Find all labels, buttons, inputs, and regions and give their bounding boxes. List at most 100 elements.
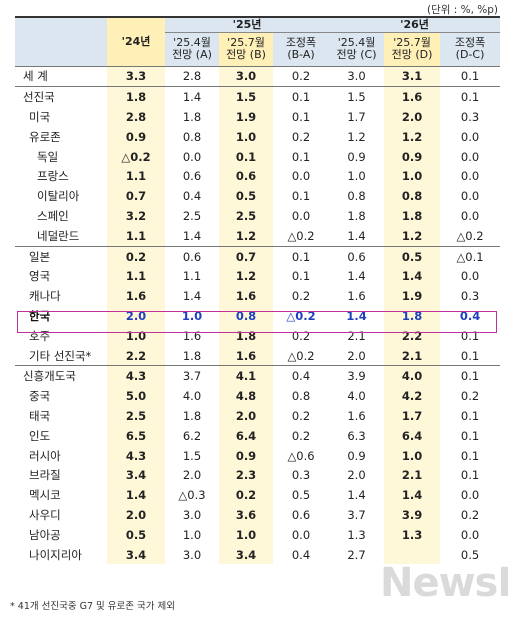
value-cell: 1.4 bbox=[165, 86, 219, 108]
value-cell: △0.1 bbox=[440, 245, 501, 267]
value-cell bbox=[384, 544, 441, 565]
country-name: 유로존 bbox=[29, 129, 61, 144]
table-row: 캐나다 1.6 1.4 1.6 0.2 1.6 1.9 0.3 bbox=[15, 286, 500, 307]
country-name: 러시아 bbox=[29, 448, 61, 463]
value-cell: 0.0 bbox=[460, 208, 480, 223]
value-cell: 2.3 bbox=[219, 465, 273, 486]
value-cell: 2.5 bbox=[107, 406, 165, 426]
value-cell: 3.9 bbox=[329, 365, 385, 387]
value-cell: 0.8 bbox=[384, 186, 441, 207]
table-row: 프랑스 1.1 0.6 0.6 0.0 1.0 1.0 0.0 bbox=[15, 166, 500, 187]
value-cell: 0.1 bbox=[460, 468, 480, 483]
value-cell: 3.3 bbox=[107, 65, 165, 87]
country-name: 인도 bbox=[29, 428, 51, 443]
value-cell: 0.1 bbox=[440, 365, 501, 387]
country-name: 나이지리아 bbox=[29, 547, 82, 562]
value-cell: 3.7 bbox=[347, 507, 366, 522]
value-cell: △0.2 bbox=[287, 228, 315, 243]
value-cell: △0.3 bbox=[178, 488, 206, 503]
value-cell: 1.1 bbox=[107, 266, 165, 287]
value-cell: 1.4 bbox=[347, 228, 366, 243]
value-cell: 0.9 bbox=[347, 448, 366, 463]
value-cell: 0.7 bbox=[219, 245, 273, 267]
country-name: 영국 bbox=[29, 269, 51, 284]
value-cell: 1.2 bbox=[347, 129, 366, 144]
value-cell: 1.9 bbox=[219, 107, 273, 127]
country-name: 선진국 bbox=[15, 86, 107, 108]
table-row: 멕시코 1.4 △0.3 0.2 0.5 1.4 1.4 0.0 bbox=[15, 485, 500, 506]
value-cell: 1.3 bbox=[384, 524, 441, 545]
value-cell: 2.0 bbox=[384, 107, 441, 127]
value-cell: 3.0 bbox=[182, 507, 202, 522]
country-name: 멕시코 bbox=[29, 488, 61, 503]
value-cell: 1.2 bbox=[219, 266, 273, 287]
value-cell: 1.6 bbox=[182, 328, 202, 343]
value-cell: 0.3 bbox=[291, 468, 311, 483]
value-cell: 0.6 bbox=[182, 169, 202, 184]
value-cell: 0.3 bbox=[460, 289, 480, 304]
value-cell: 0.9 bbox=[219, 445, 273, 466]
value-cell: 0.1 bbox=[291, 269, 311, 284]
value-cell: 1.4 bbox=[384, 485, 441, 506]
value-cell: 0.2 bbox=[460, 507, 480, 522]
footnote: * 41개 선진국중 G7 및 유로존 국가 제외 bbox=[10, 601, 176, 612]
value-cell: 0.8 bbox=[182, 129, 202, 144]
country-name: 네덜란드 bbox=[37, 228, 80, 243]
value-cell: △0.6 bbox=[287, 448, 315, 463]
value-cell: 2.5 bbox=[219, 206, 273, 226]
value-cell: 1.4 bbox=[347, 488, 366, 503]
value-cell: 3.0 bbox=[329, 65, 385, 87]
country-name: 캐나다 bbox=[29, 289, 61, 304]
country-name: 세 계 bbox=[15, 65, 107, 87]
value-cell: 2.0 bbox=[107, 306, 165, 326]
country-name: 프랑스 bbox=[37, 169, 69, 184]
value-cell: 0.2 bbox=[291, 428, 311, 443]
value-cell: 0.2 bbox=[219, 485, 273, 506]
value-cell: 2.1 bbox=[384, 465, 441, 486]
value-cell: 4.2 bbox=[384, 386, 441, 407]
value-cell: 1.4 bbox=[182, 228, 202, 243]
value-cell: 0.1 bbox=[291, 149, 311, 164]
value-cell: 1.1 bbox=[107, 225, 165, 247]
header-c1: '25.4월 전망 (A) bbox=[165, 32, 219, 66]
value-cell: 0.1 bbox=[273, 245, 330, 267]
value-cell: 1.8 bbox=[384, 306, 441, 326]
value-cell: 0.1 bbox=[291, 109, 311, 124]
value-cell: 1.8 bbox=[182, 109, 202, 124]
value-cell: 1.2 bbox=[384, 126, 441, 147]
watermark-logo: NewsDa bbox=[380, 560, 508, 606]
table-row: 한국 2.0 1.0 0.8 △0.2 1.4 1.8 0.4 bbox=[15, 306, 500, 326]
value-cell: 1.8 bbox=[384, 206, 441, 226]
value-cell: 1.6 bbox=[219, 345, 273, 366]
table-row: 일본 0.2 0.6 0.7 0.1 0.6 0.5 △0.1 bbox=[15, 245, 501, 267]
value-cell: 1.8 bbox=[219, 325, 273, 346]
value-cell: 0.0 bbox=[460, 169, 480, 184]
table-row: 나이지리아 3.4 3.0 3.4 0.4 2.7 0.5 bbox=[15, 544, 500, 565]
value-cell: △0.2 bbox=[287, 348, 315, 363]
country-name: 남아공 bbox=[29, 527, 61, 542]
value-cell: 6.4 bbox=[219, 425, 273, 446]
value-cell: 5.0 bbox=[107, 386, 165, 407]
value-cell: 1.3 bbox=[347, 527, 366, 542]
table-row: 사우디 2.0 3.0 3.6 0.6 3.7 3.9 0.2 bbox=[15, 505, 500, 525]
country-name: 미국 bbox=[29, 109, 51, 124]
value-cell: 1.0 bbox=[384, 445, 441, 466]
value-cell: 0.0 bbox=[460, 129, 480, 144]
value-cell: 0.0 bbox=[291, 208, 311, 223]
value-cell: 1.6 bbox=[219, 286, 273, 307]
value-cell: 1.0 bbox=[384, 166, 441, 187]
country-name: 태국 bbox=[29, 408, 51, 423]
value-cell: 0.8 bbox=[347, 189, 366, 204]
value-cell: 0.0 bbox=[291, 527, 311, 542]
growth-forecast-table: '24년 '25년 '26년 '25.4월 전망 (A) '25.7월 전망 (B)… bbox=[15, 16, 501, 565]
value-cell: 0.4 bbox=[291, 547, 311, 562]
table-row: 독일 △0.2 0.0 0.1 0.1 0.9 0.9 0.0 bbox=[15, 146, 500, 167]
value-cell: 0.2 bbox=[460, 389, 480, 404]
value-cell: 0.0 bbox=[460, 488, 480, 503]
value-cell: 0.2 bbox=[291, 328, 311, 343]
table-row: 네덜란드 1.1 1.4 1.2 △0.2 1.4 1.2 △0.2 bbox=[15, 225, 500, 247]
value-cell: 6.2 bbox=[182, 428, 202, 443]
value-cell: 4.0 bbox=[347, 389, 366, 404]
value-cell: 1.0 bbox=[219, 126, 273, 147]
country-name: 사우디 bbox=[29, 507, 61, 522]
